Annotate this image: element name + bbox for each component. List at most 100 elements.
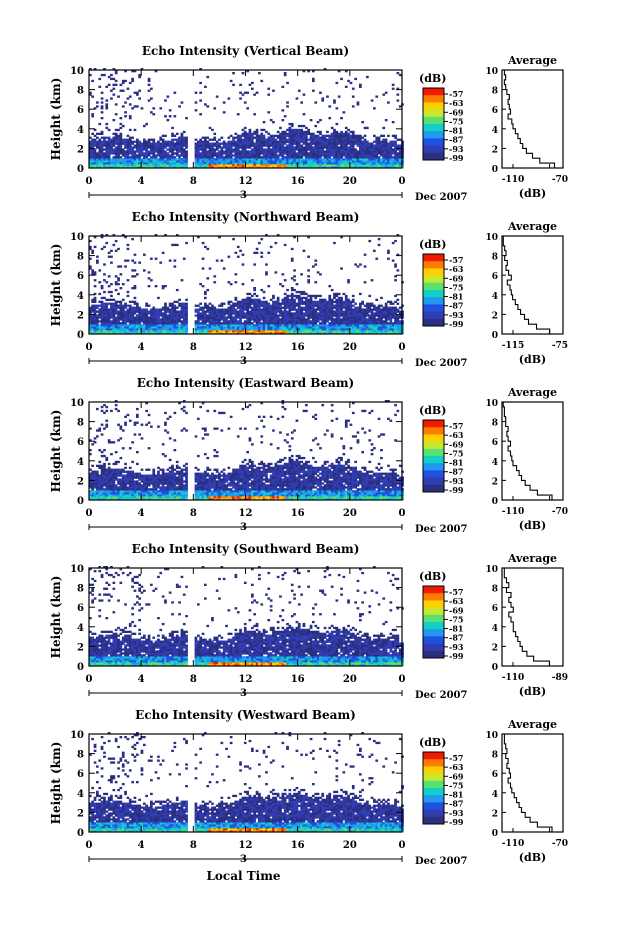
heatmap-cell (274, 314, 278, 317)
heatmap-cell (166, 156, 170, 159)
heatmap-cell (93, 484, 97, 487)
heatmap-cell (328, 164, 332, 167)
heatmap-cell (227, 148, 231, 151)
heatmap-cell (105, 456, 109, 460)
heatmap-cell (117, 324, 120, 327)
heatmap-cell (91, 464, 94, 467)
heatmap-cell (398, 310, 402, 313)
heatmap-cell (150, 320, 153, 323)
heatmap-cell (114, 160, 118, 163)
heatmap-cell (131, 146, 134, 149)
heatmap-cell (380, 166, 383, 169)
heatmap-cell (178, 332, 181, 335)
heatmap-cell (168, 144, 172, 147)
heatmap-cell (328, 306, 332, 309)
heatmap-cell (286, 154, 289, 157)
heatmap-cell (128, 314, 132, 317)
heatmap-cell (241, 324, 245, 327)
heatmap-cell (342, 328, 346, 331)
heatmap-cell (114, 310, 118, 313)
heatmap-cell (333, 162, 336, 165)
heatmap-cell (321, 154, 325, 157)
heatmap-cell (255, 164, 259, 167)
heatmap-cell (110, 77, 113, 81)
heatmap-cell (297, 322, 301, 325)
heatmap-cell (391, 302, 395, 305)
heatmap-cell (396, 326, 400, 329)
heatmap-cell (363, 134, 367, 137)
heatmap-cell (96, 255, 99, 258)
heatmap-cell (302, 322, 306, 325)
heatmap-cell (321, 142, 325, 145)
heatmap-cell (152, 328, 156, 331)
heatmap-cell (258, 146, 261, 149)
heatmap-cell (100, 314, 104, 317)
heatmap-cell (359, 134, 362, 137)
heatmap-cell (98, 324, 102, 327)
heatmap-cell (124, 330, 127, 333)
heatmap-cell (387, 158, 390, 161)
heatmap-cell (349, 150, 353, 153)
heatmap-cell (382, 330, 386, 333)
heatmap-cell (382, 134, 386, 137)
heatmap-cell (342, 302, 346, 305)
heatmap-cell (105, 458, 109, 462)
heatmap-cell (182, 162, 186, 165)
heatmap-cell (126, 146, 130, 149)
heatmap-cell (272, 160, 275, 163)
heatmap-cell (300, 296, 303, 300)
heatmap-cell (297, 130, 301, 134)
heatmap-cell (91, 249, 94, 252)
heatmap-cell (124, 146, 127, 149)
heatmap-cell (319, 324, 322, 327)
heatmap-cell (319, 142, 322, 145)
heatmap-cell (201, 324, 205, 327)
heatmap-cell (208, 314, 212, 317)
heatmap-cell (281, 119, 285, 122)
heatmap-cell (354, 308, 357, 311)
heatmap-cell (312, 134, 315, 137)
heatmap-cell (354, 166, 357, 169)
heatmap-cell (234, 304, 238, 307)
heatmap-cell (164, 166, 167, 169)
heatmap-cell (269, 156, 273, 159)
heatmap-cell (114, 330, 118, 333)
heatmap-cell (267, 142, 271, 145)
heatmap-cell (126, 308, 130, 311)
heatmap-cell (344, 144, 348, 147)
heatmap-cell (194, 322, 198, 325)
heatmap-cell (215, 142, 219, 145)
heatmap-cell (154, 324, 158, 327)
heatmap-cell (314, 324, 318, 327)
heatmap-cell (112, 330, 116, 333)
heatmap-cell (121, 158, 125, 161)
heatmap-cell (260, 146, 264, 149)
heatmap-cell (159, 261, 163, 264)
heatmap-cell (178, 166, 181, 169)
heatmap-cell (164, 134, 167, 137)
heatmap-cell (255, 332, 259, 335)
heatmap-cell (227, 136, 231, 139)
heatmap-cell (124, 152, 127, 155)
heatmap-cell (91, 152, 94, 155)
heatmap-cell (89, 484, 92, 487)
heatmap-cell (354, 77, 357, 81)
heatmap-cell (251, 298, 254, 301)
heatmap-cell (342, 154, 346, 157)
heatmap-cell (300, 158, 303, 161)
heatmap-cell (312, 312, 315, 315)
heatmap-cell (201, 150, 205, 153)
heatmap-cell (105, 152, 109, 155)
heatmap-cell (222, 318, 226, 321)
heatmap-cell (138, 142, 141, 145)
heatmap-cell (136, 154, 139, 157)
heatmap-cell (215, 332, 219, 335)
heatmap-cell (168, 320, 172, 323)
heatmap-cell (103, 273, 106, 276)
heatmap-cell (98, 328, 102, 331)
heatmap-cell (391, 164, 395, 167)
heatmap-cell (274, 328, 278, 331)
heatmap-cell (93, 441, 97, 444)
heatmap-cell (344, 310, 348, 313)
heatmap-cell (366, 302, 369, 305)
